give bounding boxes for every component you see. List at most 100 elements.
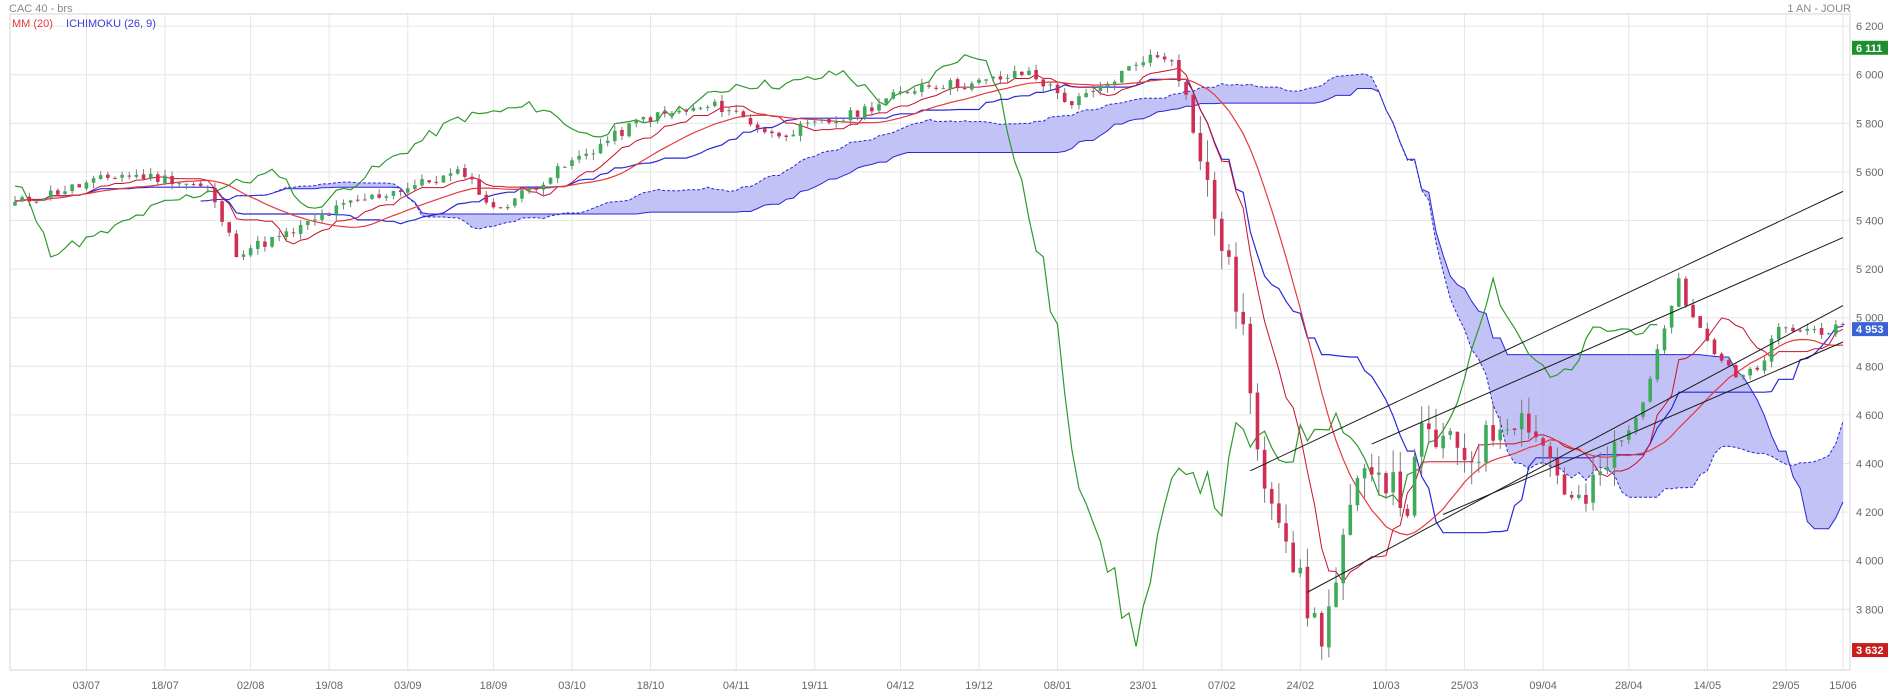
y-tick-label: 5 600 [1856, 167, 1884, 179]
candle-body [1427, 423, 1431, 430]
candle-body [1198, 132, 1203, 162]
y-tick-label: 4 000 [1856, 556, 1884, 568]
candle-body [1734, 365, 1738, 378]
candle [1312, 607, 1317, 619]
x-tick-label: 07/02 [1208, 680, 1236, 692]
candle-body [677, 110, 681, 113]
candle-body [370, 194, 374, 199]
candle [1091, 85, 1096, 98]
candle [241, 250, 246, 260]
candle-body [205, 186, 210, 188]
candle-body [1584, 494, 1588, 504]
candle [191, 182, 196, 187]
candle [377, 189, 381, 199]
candle [1712, 337, 1717, 356]
candle [1055, 82, 1060, 100]
x-tick-label: 08/01 [1044, 680, 1072, 692]
candle-body [1634, 417, 1638, 431]
candle-body [1784, 327, 1788, 329]
candle-body [934, 87, 938, 89]
candle [734, 104, 739, 114]
candle-body [1098, 86, 1103, 92]
candle-body [1177, 60, 1181, 82]
candle-body [1034, 69, 1038, 80]
candle-body [377, 194, 381, 198]
candle [1669, 305, 1674, 334]
candle [498, 206, 503, 209]
candle [1419, 406, 1424, 475]
candle-body [1148, 54, 1153, 63]
candle-body [684, 109, 689, 112]
candle-body [1741, 374, 1745, 377]
y-tick-label: 4 200 [1856, 507, 1884, 519]
candle-body [1619, 440, 1624, 442]
candle-body [541, 184, 546, 190]
ichimoku-cloud [200, 73, 1844, 529]
candle [1662, 325, 1667, 354]
candle-body [1191, 94, 1196, 133]
candle-body [762, 127, 767, 133]
candle [448, 168, 453, 182]
period-label[interactable]: 1 AN - JOUR [1787, 3, 1851, 15]
candle [984, 78, 988, 85]
candle [662, 106, 667, 118]
ma-line [14, 78, 1844, 536]
candle-body [998, 76, 1003, 80]
candle-body [1519, 413, 1524, 430]
candle-body [220, 201, 224, 222]
candle [1377, 455, 1381, 496]
candle [1748, 366, 1752, 380]
candle-body [1491, 425, 1495, 441]
candle [1755, 365, 1760, 372]
candle [1812, 325, 1817, 334]
candle [1784, 326, 1788, 333]
candle [805, 119, 810, 127]
candle [491, 198, 496, 209]
candle [1569, 491, 1574, 501]
candle [1105, 81, 1110, 93]
candle-body [991, 76, 996, 79]
candle [420, 174, 424, 188]
candle [505, 204, 510, 211]
kijun-line [14, 78, 1844, 534]
candle-body [1812, 329, 1817, 331]
candle [1705, 322, 1710, 342]
candle [320, 209, 324, 223]
candle-body [877, 104, 881, 111]
candle-body [441, 175, 446, 183]
candle [13, 196, 17, 206]
candle [648, 115, 653, 128]
candle-body [1762, 360, 1767, 371]
candle [970, 81, 974, 92]
candle [355, 195, 360, 203]
candle-body [855, 110, 860, 117]
ichimoku-legend[interactable]: ICHIMOKU (26, 9) [66, 18, 156, 30]
candle-body [313, 219, 317, 221]
candle-body [27, 196, 32, 202]
candle [484, 190, 489, 205]
high-price-badge-text: 6 111 [1856, 43, 1882, 55]
candle-body [1362, 468, 1367, 479]
candle [177, 181, 182, 188]
candle-body [1434, 429, 1438, 448]
candle-body [84, 182, 89, 189]
candle [1548, 441, 1553, 477]
cloud-area [200, 73, 1844, 529]
candle [1619, 440, 1624, 447]
candle-body [1277, 503, 1281, 523]
candle [441, 175, 446, 184]
candle-body [720, 100, 724, 113]
candle [955, 77, 960, 92]
x-tick-label: 02/08 [237, 680, 265, 692]
x-tick-label: 04/12 [887, 680, 915, 692]
x-tick-label: 18/10 [637, 680, 665, 692]
candle [1162, 53, 1167, 63]
candle-body [1241, 311, 1245, 325]
candle-body [920, 84, 924, 92]
candle-body [113, 177, 117, 179]
ma-legend[interactable]: MM (20) [12, 18, 53, 30]
candle [1369, 453, 1374, 482]
candle-body [1155, 55, 1160, 58]
candle-body [1676, 278, 1681, 307]
candle [20, 195, 24, 203]
